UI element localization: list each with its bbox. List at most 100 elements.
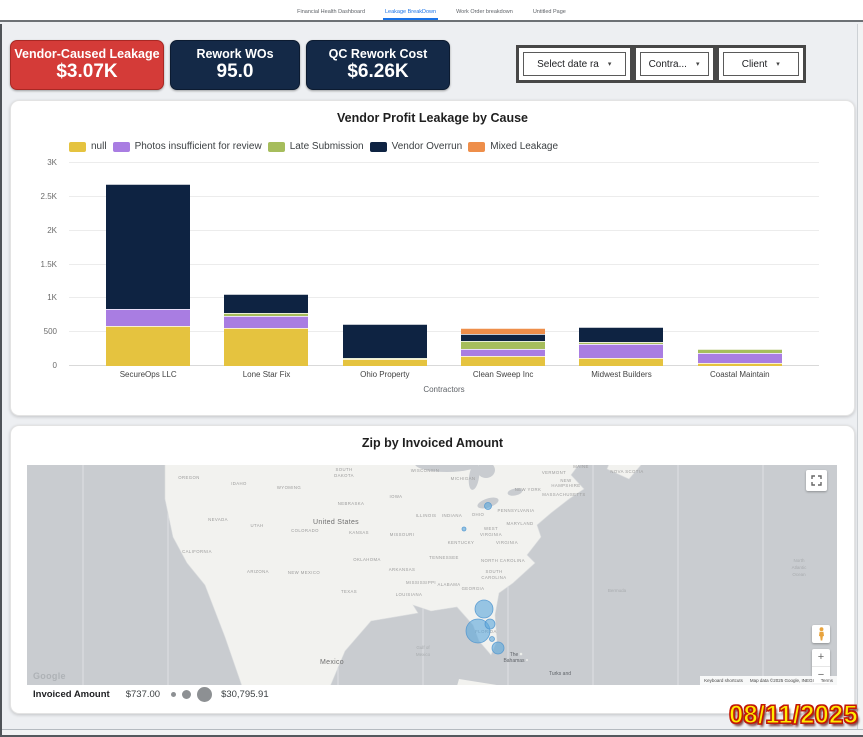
attribution-terms[interactable]: Terms: [820, 678, 833, 683]
invoice-bubble[interactable]: [484, 502, 492, 510]
x-axis-title: Contractors: [423, 385, 465, 394]
stacked-bar-secureops-llc[interactable]: [106, 184, 191, 366]
attribution-keyboard-shortcuts[interactable]: Keyboard shortcuts: [704, 678, 743, 683]
gridline-2K: [69, 229, 819, 231]
segment-photos-insufficient-for-review[interactable]: [579, 343, 664, 358]
tab-untitled-page[interactable]: Untitled Page: [532, 9, 566, 15]
gridline-2.5K: [69, 195, 819, 197]
segment-photos-insufficient-for-review[interactable]: [697, 352, 782, 363]
filter-client[interactable]: Client ▾: [722, 52, 799, 76]
legend-label: Late Submission: [289, 141, 364, 152]
segment-late-submission[interactable]: [461, 340, 546, 350]
bar-chart-title: Vendor Profit Leakage by Cause: [336, 111, 529, 125]
stacked-bar-ohio-property[interactable]: [342, 324, 427, 366]
map-canvas[interactable]: OREGON IDAHO WYOMING SOUTH DAKOTA WISCONSIN NE…: [27, 465, 837, 685]
segment-vendor-overrun[interactable]: [224, 293, 309, 313]
zoom-out-button[interactable]: −: [812, 665, 830, 684]
segment-null[interactable]: [579, 357, 664, 366]
kpi-card-qc-rework-cost: QC Rework Cost $6.26K: [306, 40, 450, 90]
kpi-card-rework-wos: Rework WOs 95.0: [170, 40, 300, 90]
segment-vendor-overrun[interactable]: [106, 184, 191, 310]
map-label-alabama: ALABAMA: [437, 582, 460, 587]
bar-column-secureops-llc: SecureOps LLC: [89, 163, 207, 379]
map-label-atlantic: Atlantic: [792, 565, 808, 570]
segment-vendor-overrun[interactable]: [461, 334, 546, 341]
map-label-united-states: United States: [313, 519, 359, 526]
segment-null[interactable]: [224, 328, 309, 366]
filter-select-date-ra[interactable]: Select date ra ▾: [523, 52, 626, 76]
map-label-wyoming: WYOMING: [277, 485, 302, 490]
gridline-1.5K: [69, 263, 819, 265]
invoice-bubble[interactable]: [491, 641, 505, 655]
map-label-virginia: VIRGINIA: [480, 532, 502, 537]
tab-work-order-breakdown[interactable]: Work Order breakdown: [456, 9, 513, 15]
pegman-button[interactable]: [812, 625, 830, 643]
google-logo: Google: [33, 671, 66, 681]
zoom-in-button[interactable]: +: [817, 651, 825, 664]
segment-null[interactable]: [697, 362, 782, 366]
segment-vendor-overrun[interactable]: [579, 327, 664, 342]
filter-label: Client: [741, 58, 768, 70]
x-tick-ohio-property: Ohio Property: [360, 370, 410, 379]
chevron-down-icon: ▾: [695, 61, 700, 68]
map-size-legend: Invoiced Amount $737.00 $30,795.91: [33, 687, 269, 702]
map-label-west: WEST: [484, 526, 498, 531]
legend-label: Vendor Overrun: [391, 141, 463, 152]
stacked-bar-clean-sweep-inc[interactable]: [461, 328, 546, 366]
map-label-ocean: Ocean: [792, 572, 806, 577]
tab-financial-health-dashboard[interactable]: Financial Health Dashboard: [297, 9, 365, 15]
bar-column-coastal-maintain: Coastal Maintain: [681, 163, 799, 379]
map-label-dakota: DAKOTA: [334, 473, 354, 478]
map-label-bahamas: Bahamas: [503, 658, 525, 664]
gridline-1K: [69, 297, 819, 299]
segment-vendor-overrun[interactable]: [342, 324, 427, 359]
stacked-bar-lone-star-fix[interactable]: [224, 293, 309, 366]
map-label-turks-and: Turks and: [549, 671, 571, 677]
invoice-bubble[interactable]: [484, 618, 496, 630]
gridline-0: [69, 365, 819, 366]
map-label-utah: UTAH: [251, 523, 264, 528]
legend-swatch: [112, 141, 130, 152]
map-label-pennsylvania: PENNSYLVANIA: [497, 508, 534, 513]
invoice-bubble[interactable]: [465, 618, 491, 644]
map-attribution: Keyboard shortcuts Map data ©2025 Google,…: [700, 676, 837, 685]
segment-mixed-leakage[interactable]: [461, 328, 546, 335]
segment-late-submission[interactable]: [224, 312, 309, 316]
segment-null[interactable]: [461, 355, 546, 366]
y-tick-1.5K: 1.5K: [40, 259, 57, 269]
great-lakes: [415, 465, 523, 509]
map-label-south: SOUTH: [485, 569, 502, 574]
top-navigation: Financial Health Dashboard Leakage BreakD…: [0, 0, 863, 22]
stacked-bar-midwest-builders[interactable]: [579, 327, 664, 366]
segment-null[interactable]: [342, 359, 427, 366]
segment-late-submission[interactable]: [697, 349, 782, 353]
map-label-arkansas: ARKANSAS: [389, 567, 416, 572]
segment-photos-insufficient-for-review[interactable]: [224, 315, 309, 329]
fullscreen-button[interactable]: [806, 470, 827, 491]
kpi-value: $3.07K: [56, 61, 118, 83]
segment-photos-insufficient-for-review[interactable]: [461, 349, 546, 356]
plot-area: [69, 162, 819, 366]
map-label-oklahoma: OKLAHOMA: [353, 557, 381, 562]
map-label-mexico: Mexico: [320, 659, 344, 666]
chevron-down-icon: ▾: [776, 61, 780, 68]
pegman-icon: [818, 627, 824, 641]
filter-contra[interactable]: Contra... ▾: [639, 52, 709, 76]
invoice-bubble[interactable]: [461, 526, 467, 532]
kpi-value: 95.0: [216, 61, 254, 83]
segment-photos-insufficient-for-review[interactable]: [106, 309, 191, 327]
invoice-bubble[interactable]: [489, 636, 495, 642]
legend-swatch: [468, 141, 486, 152]
legend-label: Photos insufficient for review: [134, 141, 262, 152]
map-label-maryland: MARYLAND: [507, 521, 534, 526]
filter-divider: [629, 48, 636, 80]
bar-column-clean-sweep-inc: Clean Sweep Inc: [444, 163, 562, 379]
bars-area: SecureOps LLC Lone Star Fix Ohio Property C…: [89, 163, 799, 379]
invoice-bubble[interactable]: [474, 599, 494, 619]
segment-null[interactable]: [106, 326, 191, 366]
stacked-bar-coastal-maintain[interactable]: [697, 349, 782, 366]
segment-late-submission[interactable]: [579, 342, 664, 344]
tab-leakage-breakdown[interactable]: Leakage BreakDown: [383, 9, 439, 20]
segment-late-submission[interactable]: [342, 358, 427, 360]
